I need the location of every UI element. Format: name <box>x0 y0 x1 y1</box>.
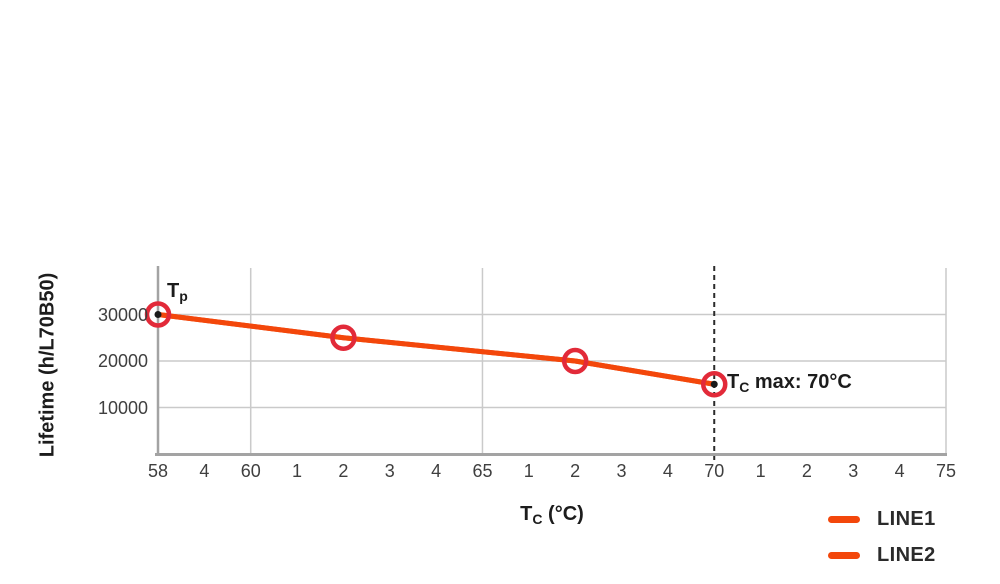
x-tick-label: 4 <box>662 461 673 481</box>
x-tick-label: 1 <box>755 461 766 481</box>
data-point-dot <box>154 311 162 318</box>
x-axis-title-sub: C <box>532 510 543 527</box>
data-point-marker <box>330 324 357 351</box>
x-axis-title-rest: (°C) <box>542 503 584 525</box>
x-tick-label: 4 <box>894 461 905 481</box>
series-line2 <box>155 312 717 387</box>
x-tick-label: 65 <box>472 461 493 481</box>
x-tick-label: 4 <box>431 461 442 481</box>
x-tick-label: 60 <box>240 461 261 481</box>
annotation-tc-max-main: T <box>727 371 740 393</box>
line2-swatch-icon <box>828 551 860 559</box>
x-tick-label: 3 <box>848 461 859 481</box>
x-tick-label: 3 <box>384 461 395 481</box>
x-tick-label: 58 <box>147 461 169 481</box>
x-tick-label: 4 <box>199 461 210 481</box>
legend-line2-label: LINE2 <box>877 543 936 566</box>
x-tick-label: 75 <box>935 461 957 481</box>
data-point-marker <box>700 371 728 398</box>
data-point-marker <box>561 347 589 375</box>
data-point-dot <box>710 380 718 388</box>
annotation-tc-max-rest: max: 70°C <box>749 371 852 393</box>
annotation-tc-max-sub: C <box>739 378 750 395</box>
y-axis-title: Lifetime (h/L70B50) <box>36 272 59 458</box>
legend-entry-line2: LINE2 <box>828 543 936 567</box>
x-tick-label: 70 <box>704 461 725 481</box>
x-tick-label: 2 <box>338 461 349 481</box>
y-tick-label: 20000 <box>97 351 148 371</box>
x-tick-label: 1 <box>292 461 303 481</box>
data-point-marker <box>144 301 172 328</box>
x-tick-label: 1 <box>523 461 534 481</box>
y-tick-label: 10000 <box>97 397 148 418</box>
annotation-tc-max: TC max: 70°C <box>727 371 852 395</box>
legend-line1-label: LINE1 <box>877 507 936 530</box>
x-axis-title: TC (°C) <box>482 503 622 527</box>
line1-swatch-icon <box>828 515 860 523</box>
x-tick-label: 3 <box>616 461 627 481</box>
annotation-tp-sub: p <box>179 287 188 304</box>
x-tick-label: 2 <box>801 461 812 481</box>
annotation-tp-main: T <box>167 280 180 302</box>
x-axis-title-main: T <box>520 503 533 525</box>
legend: LINE1 LINE2 <box>828 507 936 579</box>
annotation-tp: Tp <box>167 280 188 304</box>
x-tick-label: 2 <box>570 461 581 481</box>
legend-entry-line1: LINE1 <box>828 507 936 531</box>
y-tick-label: 30000 <box>97 304 148 325</box>
